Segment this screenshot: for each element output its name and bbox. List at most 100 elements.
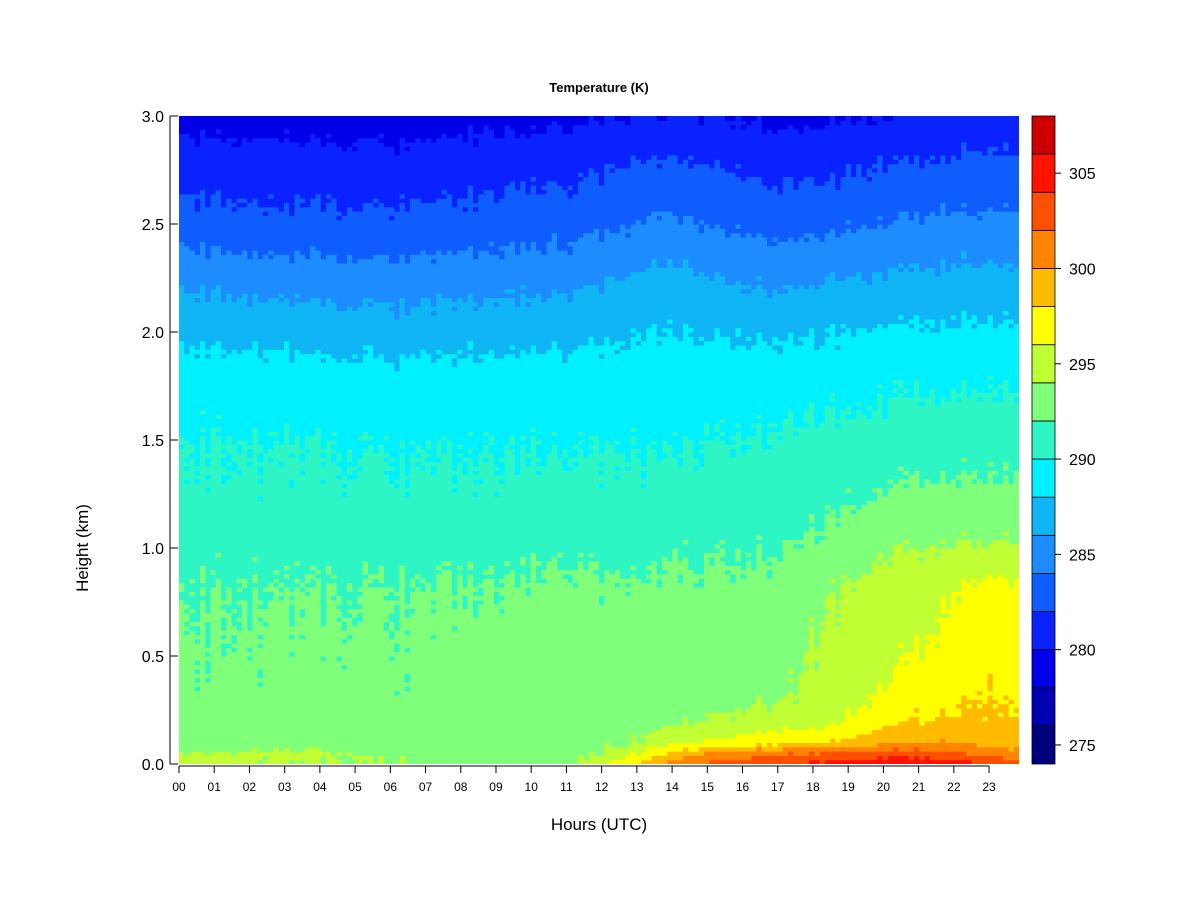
heatmap-cell: [872, 751, 878, 761]
heatmap-cell: [667, 742, 674, 752]
heatmap-cell: [394, 478, 401, 484]
heatmap-cell: [840, 409, 847, 506]
heatmap-cell: [378, 444, 385, 566]
heatmap-cell: [320, 357, 327, 363]
heatmap-cell: [987, 694, 994, 748]
heatmap-cell: [861, 751, 868, 761]
heatmap-cell: [630, 327, 637, 333]
heatmap-cell: [903, 388, 910, 394]
heatmap-cell: [819, 344, 826, 424]
heatmap-cell: [950, 211, 957, 264]
heatmap-cell: [961, 470, 968, 532]
heatmap-cell: [189, 137, 196, 195]
heatmap-cell: [929, 327, 936, 333]
heatmap-cell: [746, 560, 752, 709]
heatmap-cell: [315, 297, 322, 350]
heatmap-cell: [389, 599, 395, 614]
heatmap-cell: [331, 431, 338, 437]
heatmap-cell: [310, 586, 317, 748]
heatmap-cell: [704, 738, 710, 748]
heatmap-cell: [777, 742, 784, 752]
heatmap-cell: [772, 344, 779, 350]
heatmap-cell: [625, 275, 632, 350]
heatmap-cell: [236, 198, 243, 203]
heatmap-cell: [809, 725, 815, 743]
heatmap-cell: [336, 604, 343, 610]
heatmap-cell: [903, 539, 910, 545]
heatmap-cell: [399, 137, 406, 195]
heatmap-cell: [635, 340, 642, 346]
heatmap-cell: [956, 742, 962, 752]
heatmap-cell: [599, 604, 605, 756]
heatmap-cell: [478, 595, 485, 601]
heatmap-cell: [257, 638, 264, 644]
heatmap-cell: [357, 612, 364, 623]
heatmap-cell: [945, 163, 952, 216]
heatmap-cell: [499, 582, 506, 588]
heatmap-cell: [383, 457, 390, 463]
heatmap-cell: [866, 405, 873, 411]
heatmap-cell: [1008, 483, 1015, 545]
heatmap-cell: [441, 116, 448, 134]
heatmap-cell: [431, 116, 437, 143]
heatmap-cell: [478, 357, 485, 363]
heatmap-cell: [777, 699, 784, 735]
heatmap-cell: [236, 202, 243, 208]
heatmap-cell: [651, 323, 658, 441]
heatmap-cell: [236, 353, 243, 441]
heatmap-cell: [205, 651, 212, 657]
heatmap-cell: [740, 293, 747, 346]
heatmap-cell: [877, 565, 884, 683]
heatmap-cell: [578, 124, 584, 173]
x-tick-label: 22: [947, 780, 961, 794]
heatmap-cell: [431, 465, 437, 476]
heatmap-cell: [877, 388, 884, 394]
heatmap-cell: [347, 206, 353, 255]
heatmap-cell: [1003, 530, 1010, 536]
heatmap-cell: [467, 124, 474, 186]
heatmap-cell: [845, 751, 852, 761]
heatmap-cell: [431, 612, 437, 635]
heatmap-cell: [284, 569, 290, 575]
heatmap-cell: [971, 388, 978, 471]
heatmap-cell: [866, 167, 873, 178]
heatmap-cell: [431, 202, 437, 255]
heatmap-cell: [767, 565, 773, 571]
heatmap-cell: [809, 513, 815, 523]
heatmap-cell: [289, 478, 296, 489]
heatmap-cell: [835, 124, 842, 191]
heatmap-cell: [488, 297, 495, 350]
heatmap-cell: [415, 461, 422, 467]
heatmap-cell: [494, 357, 500, 467]
heatmap-cell: [861, 504, 868, 575]
heatmap-cell: [215, 189, 222, 247]
heatmap-cell: [656, 729, 663, 748]
heatmap-cell: [977, 478, 983, 540]
heatmap-cell: [578, 448, 584, 553]
heatmap-cell: [378, 137, 385, 143]
heatmap-cell: [499, 612, 506, 764]
heatmap-cell: [977, 211, 983, 216]
heatmap-cell: [189, 595, 196, 610]
heatmap-cell: [368, 444, 374, 575]
heatmap-cell: [646, 733, 653, 748]
x-tick-label: 09: [489, 780, 503, 794]
heatmap-cell: [656, 116, 663, 121]
heatmap-cell: [688, 751, 695, 756]
heatmap-cell: [777, 431, 784, 437]
heatmap-cell: [987, 146, 994, 208]
heatmap-cell: [756, 539, 763, 545]
heatmap-cell: [320, 211, 327, 260]
heatmap-cell: [578, 556, 584, 562]
heatmap-cell: [326, 198, 332, 203]
heatmap-cell: [546, 241, 553, 299]
heatmap-cell: [189, 630, 196, 752]
heatmap-cell: [992, 146, 999, 152]
heatmap-cell: [1003, 694, 1010, 700]
heatmap-cell: [284, 297, 290, 342]
heatmap-cell: [247, 656, 254, 661]
heatmap-cell: [683, 742, 689, 748]
heatmap-cell: [257, 751, 264, 761]
heatmap-cell: [683, 323, 689, 437]
heatmap-cell: [404, 690, 411, 764]
